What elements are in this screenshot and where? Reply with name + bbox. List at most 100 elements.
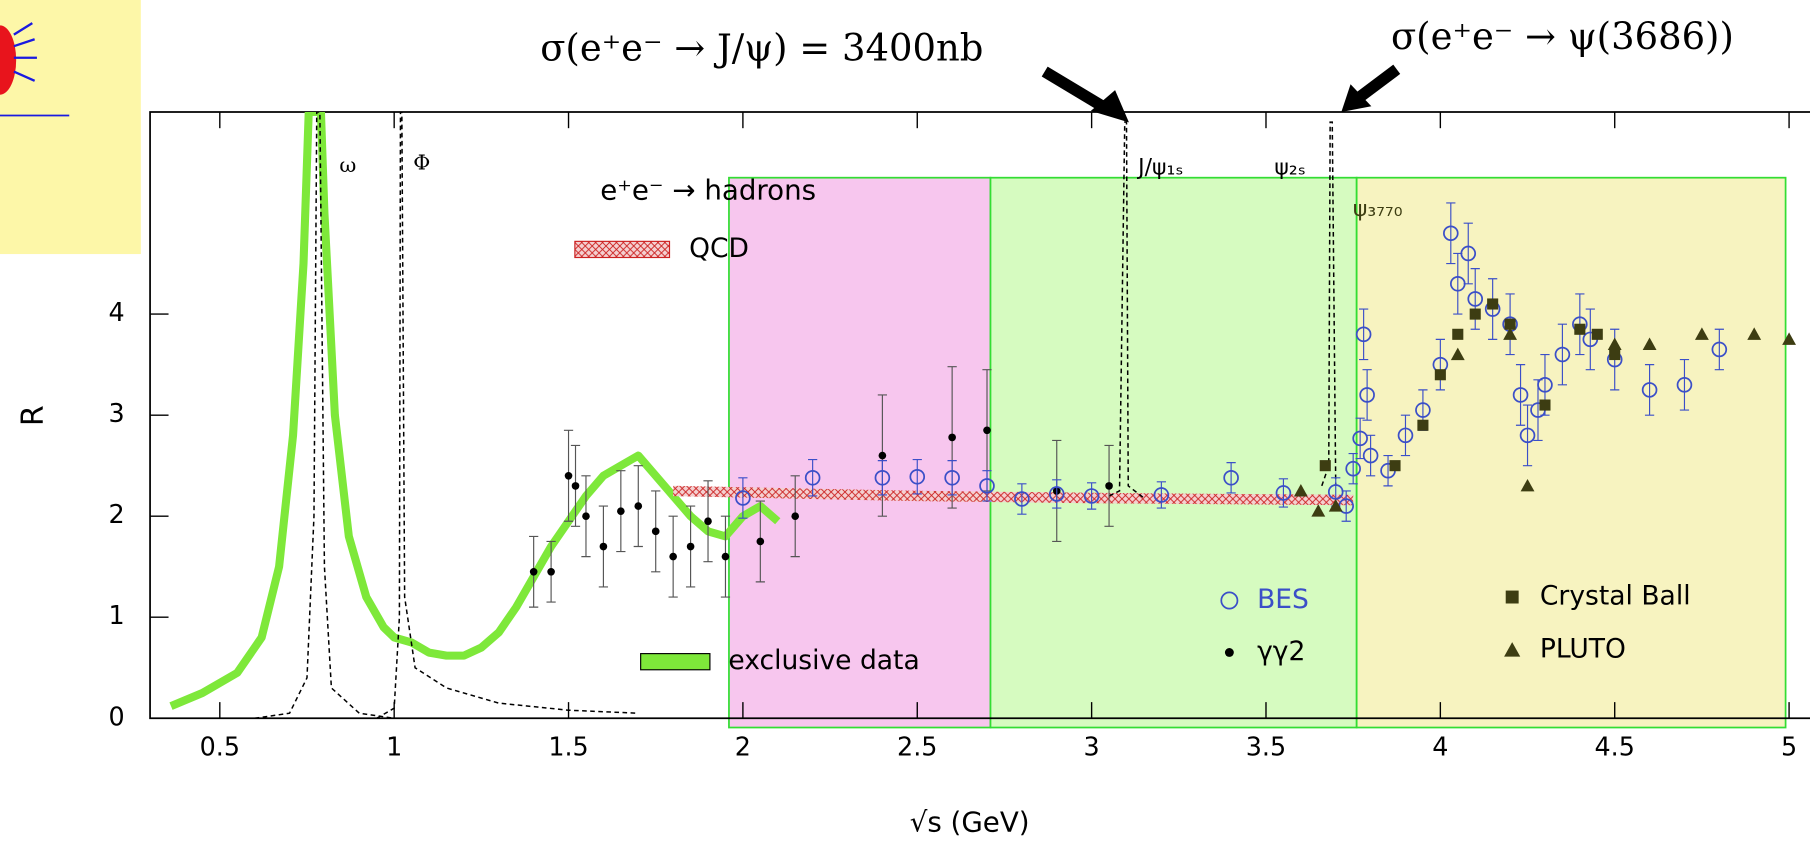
error-bar bbox=[982, 470, 992, 502]
error-bar bbox=[877, 460, 888, 496]
marker bbox=[1537, 377, 1553, 393]
error-bar bbox=[808, 459, 818, 497]
marker bbox=[1293, 484, 1308, 497]
legend-swatch bbox=[640, 653, 711, 671]
inset bbox=[0, 0, 141, 255]
y-axis-label: R bbox=[16, 405, 51, 426]
marker bbox=[1607, 337, 1622, 350]
error-bar bbox=[1359, 308, 1369, 361]
marker bbox=[1452, 328, 1464, 340]
x-tick-label: 4 bbox=[1432, 731, 1448, 761]
x-axis-label: √s (GeV) bbox=[910, 805, 1030, 838]
error-bar bbox=[1522, 404, 1533, 467]
curve bbox=[1108, 121, 1145, 499]
marker bbox=[1694, 327, 1709, 340]
marker bbox=[1327, 484, 1344, 500]
plot-area bbox=[169, 112, 1797, 719]
legend-swatch bbox=[1224, 648, 1234, 657]
marker bbox=[1434, 369, 1446, 381]
marker bbox=[1014, 491, 1030, 507]
marker bbox=[1355, 326, 1372, 343]
error-bar bbox=[947, 460, 957, 496]
marker bbox=[529, 567, 538, 576]
marker bbox=[1311, 504, 1326, 517]
marker bbox=[547, 567, 555, 576]
marker bbox=[1504, 318, 1516, 330]
arrow bbox=[1041, 66, 1112, 115]
marker bbox=[909, 468, 926, 485]
marker bbox=[1223, 470, 1239, 486]
marker bbox=[1747, 327, 1762, 340]
marker bbox=[1362, 447, 1379, 464]
marker bbox=[599, 542, 608, 551]
marker bbox=[651, 527, 660, 536]
marker bbox=[1512, 387, 1529, 403]
marker bbox=[1467, 291, 1484, 307]
marker bbox=[1539, 399, 1551, 411]
marker bbox=[1397, 427, 1414, 444]
y-tick-label: 4 bbox=[109, 297, 125, 327]
marker bbox=[791, 512, 800, 521]
annotation: ψ₃₇₇₀ bbox=[1353, 197, 1403, 222]
x-tick-label: 3.5 bbox=[1246, 731, 1286, 761]
marker bbox=[1642, 337, 1657, 350]
inset-bg bbox=[0, 0, 141, 255]
error-bar bbox=[1226, 462, 1236, 494]
marker bbox=[983, 426, 991, 435]
marker bbox=[564, 471, 573, 480]
marker bbox=[1443, 225, 1459, 242]
marker bbox=[874, 470, 891, 486]
marker bbox=[1641, 382, 1658, 398]
x-tick-label: 0.5 bbox=[200, 731, 240, 761]
error-bar bbox=[1355, 417, 1365, 460]
marker bbox=[634, 502, 643, 510]
error-bar bbox=[1348, 452, 1358, 485]
marker bbox=[704, 517, 712, 526]
error-bar bbox=[1463, 222, 1473, 285]
x-tick-label: 5 bbox=[1781, 731, 1797, 761]
marker bbox=[944, 470, 960, 486]
marker bbox=[669, 552, 677, 561]
error-bar bbox=[1644, 364, 1655, 416]
marker bbox=[1450, 347, 1465, 361]
x-tick-label: 1 bbox=[386, 731, 402, 761]
legend-swatch bbox=[1504, 642, 1521, 657]
error-bar bbox=[1446, 202, 1456, 265]
marker bbox=[1574, 323, 1586, 335]
y-tick-label: 2 bbox=[109, 499, 125, 529]
legend-label: PLUTO bbox=[1540, 634, 1626, 665]
error-bar bbox=[1087, 482, 1097, 510]
marker bbox=[1519, 427, 1536, 444]
marker bbox=[735, 490, 751, 506]
marker bbox=[1520, 478, 1535, 492]
marker bbox=[1487, 298, 1499, 310]
error-bar bbox=[1679, 358, 1690, 411]
legend-swatch bbox=[574, 240, 671, 259]
x-tick-label: 4.5 bbox=[1595, 731, 1635, 761]
marker bbox=[1275, 485, 1292, 501]
error-bar bbox=[1278, 478, 1289, 508]
marker bbox=[582, 512, 590, 521]
marker bbox=[1345, 460, 1361, 477]
error-bar bbox=[1400, 414, 1411, 457]
marker bbox=[804, 470, 821, 486]
marker bbox=[1083, 488, 1100, 504]
curve bbox=[254, 112, 395, 719]
marker bbox=[1224, 648, 1234, 657]
marker bbox=[1469, 308, 1481, 320]
error-bar bbox=[1341, 490, 1351, 522]
marker bbox=[948, 433, 956, 442]
marker bbox=[979, 478, 995, 494]
x-tick-label: 2 bbox=[735, 731, 751, 761]
marker bbox=[1359, 387, 1375, 403]
error-bar bbox=[738, 477, 748, 519]
inset-blob bbox=[0, 25, 17, 95]
curve bbox=[1321, 121, 1337, 487]
y-tick-label: 1 bbox=[109, 600, 125, 630]
marker bbox=[617, 507, 625, 515]
error-bar bbox=[1156, 481, 1166, 509]
error-bar bbox=[1362, 369, 1372, 421]
x-tick-label: 1.5 bbox=[548, 731, 588, 761]
